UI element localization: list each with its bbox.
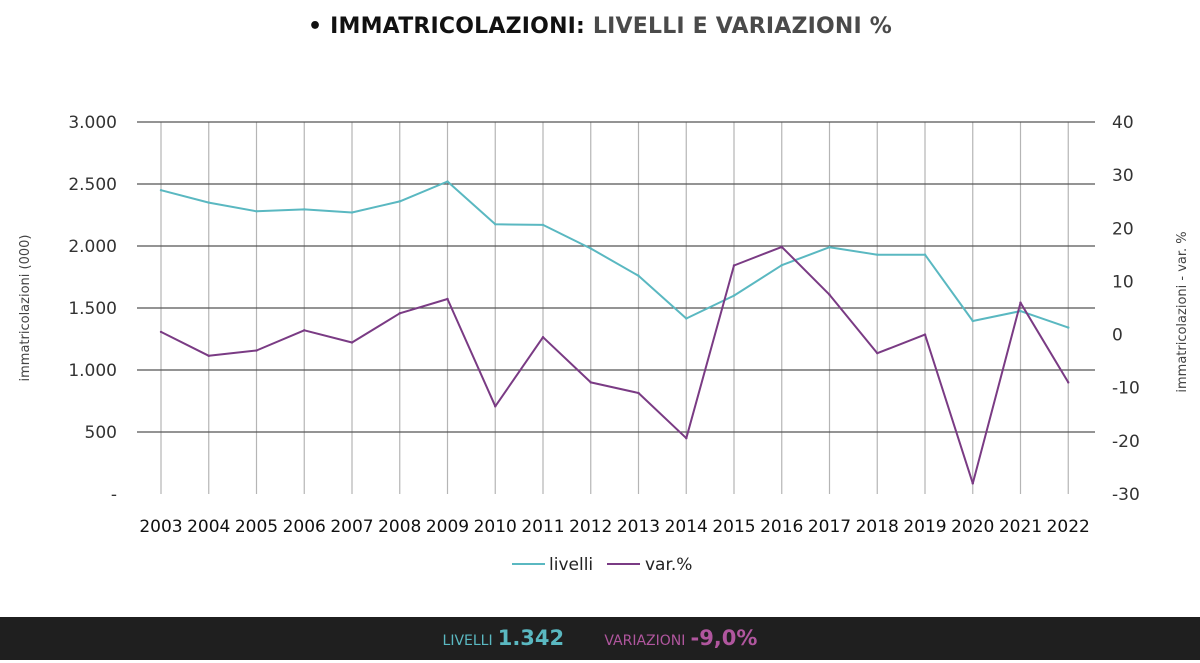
data-point	[1019, 309, 1022, 313]
data-point	[1067, 326, 1070, 329]
series-line-levels	[160, 180, 1069, 329]
data-point	[1067, 381, 1070, 384]
x-tick-label: 2012	[569, 517, 612, 537]
data-point	[541, 223, 545, 227]
data-point	[971, 319, 974, 323]
data-point	[159, 330, 163, 334]
x-tick-label: 2016	[760, 517, 803, 537]
legend-label: livelli	[549, 555, 593, 575]
data-point	[350, 341, 354, 344]
x-tick-label: 2008	[378, 517, 421, 537]
data-point	[303, 208, 306, 211]
title-rest: LIVELLI E VARIAZIONI %	[592, 14, 893, 39]
data-point	[780, 264, 783, 267]
x-tick-label: 2021	[999, 517, 1042, 537]
x-tick-label: 2004	[187, 517, 230, 537]
data-point	[685, 317, 688, 320]
variations-label: VARIAZIONI	[604, 633, 686, 649]
data-point	[971, 482, 974, 485]
left-tick-label: 2.000	[68, 237, 117, 257]
data-point	[1019, 301, 1022, 304]
data-point	[159, 189, 163, 192]
data-point	[923, 333, 927, 336]
x-tick-label: 2017	[808, 517, 851, 537]
title-bullet: •	[307, 14, 323, 39]
data-point	[207, 201, 210, 204]
x-tick-label: 2003	[139, 517, 182, 537]
right-axis-title: immatricolazioni - var. %	[1175, 231, 1190, 392]
right-tick-label: -20	[1112, 432, 1140, 452]
series-line-variations	[160, 245, 1070, 485]
x-tick-label: 2005	[235, 517, 278, 537]
summary-bar: LIVELLI 1.342 VARIAZIONI -9,0%	[0, 617, 1200, 660]
data-point	[446, 180, 449, 183]
x-tick-label: 2009	[426, 517, 469, 537]
data-point	[494, 405, 497, 408]
x-tick-label: 2015	[712, 517, 755, 537]
data-point	[828, 246, 831, 249]
right-tick-label: 10	[1112, 272, 1134, 292]
right-tick-label: 0	[1112, 326, 1123, 346]
data-point	[685, 437, 688, 440]
x-tick-label: 2019	[903, 517, 946, 537]
x-tick-label: 2014	[665, 517, 708, 537]
data-point	[494, 223, 497, 226]
right-tick-label: 20	[1112, 219, 1134, 239]
data-point	[589, 247, 592, 250]
data-point	[589, 381, 592, 384]
data-point	[780, 245, 783, 249]
right-tick-label: -30	[1112, 485, 1140, 505]
chart-title: • IMMATRICOLAZIONI: LIVELLI E VARIAZIONI…	[0, 14, 1200, 39]
left-tick-label: -	[111, 485, 117, 505]
levels-label: LIVELLI	[442, 633, 493, 649]
data-point	[732, 264, 736, 267]
data-point	[876, 351, 879, 355]
right-tick-label: -10	[1112, 379, 1140, 399]
right-tick-label: 40	[1112, 113, 1134, 133]
x-tick-label: 2018	[856, 517, 899, 537]
x-tick-label: 2022	[1047, 517, 1090, 537]
left-axis-title: immatricolazioni (000)	[18, 235, 33, 382]
x-tick-label: 2011	[521, 517, 564, 537]
title-bold: IMMATRICOLAZIONI:	[330, 14, 586, 39]
left-tick-label: 2.500	[68, 175, 117, 195]
data-point	[255, 349, 258, 352]
variations-value: -9,0%	[690, 626, 758, 650]
levels-value: 1.342	[497, 626, 565, 650]
data-point	[398, 312, 401, 315]
x-tick-label: 2020	[951, 517, 994, 537]
left-tick-label: 1.000	[68, 361, 117, 381]
data-point	[732, 294, 736, 297]
data-point	[876, 253, 879, 256]
x-tick-label: 2010	[474, 517, 517, 537]
data-point	[207, 354, 210, 358]
data-point	[541, 336, 545, 339]
x-tick-label: 2013	[617, 517, 660, 537]
line-chart: - 500 1.000 1.500 2.000 2.500 3.000 -30 -20 -10 0 1…	[18, 113, 1190, 575]
data-point	[923, 253, 927, 256]
legend-label: var.%	[645, 555, 692, 575]
data-point	[637, 274, 640, 277]
data-point	[255, 210, 258, 213]
x-tick-label: 2006	[283, 517, 326, 537]
x-tick-label: 2007	[330, 517, 373, 537]
data-point	[828, 293, 831, 296]
data-point	[398, 200, 401, 203]
data-point	[446, 297, 449, 301]
left-tick-label: 500	[85, 423, 117, 443]
right-tick-label: 30	[1112, 166, 1134, 186]
data-point	[637, 391, 640, 395]
data-point	[350, 211, 354, 214]
data-point	[303, 329, 306, 332]
left-tick-label: 1.500	[68, 299, 117, 319]
left-tick-label: 3.000	[68, 113, 117, 133]
